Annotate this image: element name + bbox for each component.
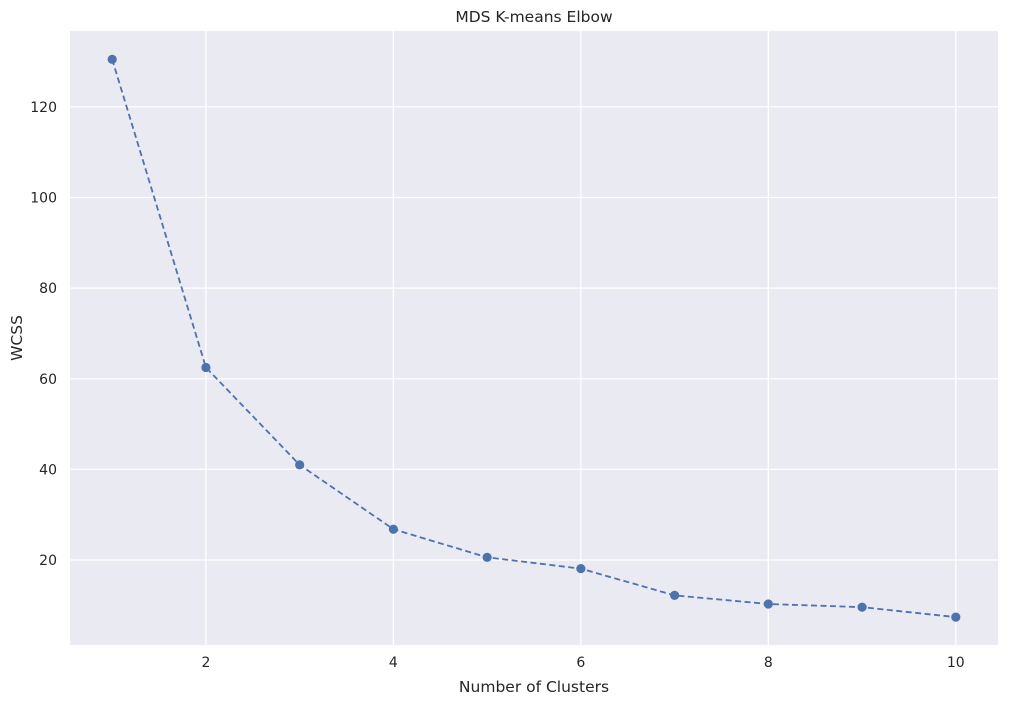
- plot-area: [70, 31, 998, 645]
- data-point: [576, 564, 586, 574]
- series-layer: [107, 54, 961, 622]
- y-axis-title: WCSS: [8, 315, 26, 361]
- x-tick-label: 8: [764, 655, 773, 671]
- y-axis-ticks: 20 40 60 80 100 120: [30, 100, 57, 569]
- data-point: [295, 460, 305, 470]
- x-tick-label: 6: [576, 655, 585, 671]
- x-tick-label: 4: [389, 655, 398, 671]
- x-tick-label: 2: [201, 655, 210, 671]
- data-point: [857, 602, 867, 612]
- y-tick-label: 40: [39, 462, 57, 478]
- y-tick-label: 60: [39, 372, 57, 388]
- y-tick-label: 120: [30, 100, 57, 116]
- y-tick-label: 100: [30, 191, 57, 207]
- x-tick-label: 10: [947, 655, 965, 671]
- y-tick-label: 80: [39, 281, 57, 297]
- grid: [70, 31, 998, 645]
- series-line: [111, 59, 956, 619]
- data-point: [201, 362, 211, 373]
- chart-title: MDS K-means Elbow: [455, 8, 613, 26]
- data-point: [951, 612, 961, 622]
- data-point: [763, 599, 773, 609]
- y-tick-label: 20: [39, 553, 57, 569]
- data-point: [107, 54, 117, 64]
- data-point: [670, 590, 680, 600]
- x-axis-ticks: 2 4 6 8 10: [201, 655, 964, 671]
- x-axis-title: Number of Clusters: [459, 678, 609, 696]
- data-point: [388, 524, 398, 534]
- data-point: [482, 552, 492, 562]
